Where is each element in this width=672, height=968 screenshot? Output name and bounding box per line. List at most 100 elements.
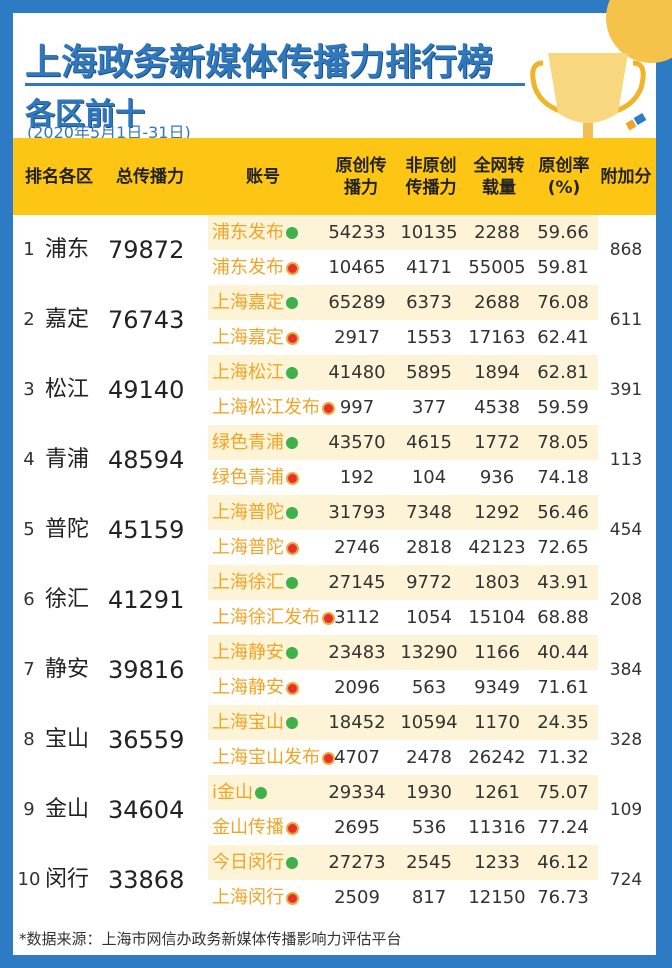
rate-value: 46.12: [537, 852, 589, 873]
reposts-value: 4538: [474, 397, 520, 418]
rate-value: 68.88: [537, 607, 589, 628]
reposts-value: 15104: [468, 607, 526, 628]
wechat-icon: [255, 787, 268, 799]
account-name-cell: 上海静安: [212, 635, 298, 670]
non-original-value: 10135: [400, 222, 458, 243]
table-header: 排名各区 总传播力 账号 原创传播力 非原创传播力 全网转载量 原创率(%) 附…: [13, 138, 656, 215]
account-name: 上海徐汇发布: [212, 607, 320, 628]
district-row: 8 宝山 36559 328 上海宝山 18452 10594 1170 24.…: [13, 705, 656, 775]
non-original-value: 6373: [406, 292, 452, 313]
non-original-value: 817: [411, 887, 447, 908]
account-name-cell: 上海闵行: [212, 880, 299, 915]
weibo-account-row: 上海普陀 2746 2818 42123 72.65: [208, 530, 598, 565]
non-original-value: 9772: [406, 572, 452, 593]
original-value: 29334: [328, 782, 386, 803]
rank: 1: [23, 239, 35, 260]
header-reposts: 全网转载量: [473, 155, 525, 198]
header-rate: 原创率(%): [538, 155, 590, 198]
original-value: 65289: [328, 292, 386, 313]
district: 徐汇: [45, 587, 90, 612]
non-original-value: 104: [411, 467, 447, 488]
district-row: 9 金山 34604 109 i金山 29334 1930 1261 75.07…: [13, 775, 656, 845]
account-name: 今日闵行: [212, 852, 284, 873]
wechat-account-row: 上海松江 41480 5895 1894 62.81: [208, 355, 598, 390]
bonus-score: 868: [609, 240, 643, 260]
district: 静安: [45, 657, 90, 682]
rank: 9: [23, 799, 35, 820]
rate-value: 76.73: [537, 887, 589, 908]
account-name: 浦东发布: [212, 222, 284, 243]
total-score: 45159: [108, 516, 185, 544]
non-original-value: 4615: [406, 432, 452, 453]
bonus-score: 724: [609, 870, 643, 890]
district: 闵行: [45, 867, 90, 892]
original-value: 27273: [328, 852, 386, 873]
title-underline: [25, 83, 525, 86]
rate-value: 78.05: [537, 432, 589, 453]
non-original-value: 563: [411, 677, 447, 698]
non-original-value: 2545: [406, 852, 452, 873]
account-name: 上海松江: [212, 362, 284, 383]
rate-value: 24.35: [537, 712, 589, 733]
rate-value: 59.66: [537, 222, 589, 243]
original-value: 41480: [328, 362, 386, 383]
account-name-cell: 上海宝山: [212, 705, 298, 740]
total-score: 41291: [108, 586, 185, 614]
wechat-icon: [286, 857, 298, 869]
wechat-icon: [286, 717, 298, 729]
rate-value: 77.24: [537, 817, 589, 838]
bonus-score: 328: [609, 730, 643, 750]
non-original-value: 1054: [406, 607, 452, 628]
reposts-value: 2688: [474, 292, 520, 313]
weibo-icon: [286, 471, 299, 485]
rate-value: 71.32: [537, 747, 589, 768]
wechat-icon: [286, 367, 298, 379]
non-original-value: 4171: [406, 257, 452, 278]
rate-value: 59.81: [537, 257, 589, 278]
weibo-icon: [286, 821, 299, 835]
wechat-icon: [286, 577, 298, 589]
wechat-account-row: 上海徐汇 27145 9772 1803 43.91: [208, 565, 598, 600]
original-value: 31793: [328, 502, 386, 523]
bonus-score: 611: [609, 310, 643, 330]
account-name: 上海静安: [212, 677, 284, 698]
ranking-table-body: 1 浦东 79872 868 浦东发布 54233 10135 2288 59.…: [13, 215, 656, 915]
original-value: 54233: [328, 222, 386, 243]
header-non-original: 非原创传播力: [405, 155, 457, 198]
rank: 5: [23, 519, 35, 540]
account-name: 上海宝山: [212, 712, 284, 733]
reposts-value: 1261: [474, 782, 520, 803]
account-name: 浦东发布: [212, 257, 284, 278]
header-bonus: 附加分: [600, 166, 652, 187]
account-name: 上海宝山发布: [212, 747, 320, 768]
weibo-account-row: 绿色青浦 192 104 936 74.18: [208, 460, 598, 495]
bonus-score: 113: [609, 450, 643, 470]
wechat-account-row: 上海静安 23483 13290 1166 40.44: [208, 635, 598, 670]
original-value: 4707: [334, 747, 380, 768]
reposts-value: 17163: [468, 327, 526, 348]
original-value: 192: [339, 467, 375, 488]
wechat-account-row: 浦东发布 54233 10135 2288 59.66: [208, 215, 598, 250]
header-total: 总传播力: [116, 166, 184, 187]
non-original-value: 1553: [406, 327, 452, 348]
non-original-value: 5895: [406, 362, 452, 383]
weibo-icon: [322, 401, 335, 415]
account-name-cell: 上海嘉定: [212, 285, 298, 320]
reposts-value: 1292: [474, 502, 520, 523]
wechat-icon: [286, 647, 298, 659]
bonus-score: 454: [609, 520, 643, 540]
district: 松江: [45, 377, 90, 402]
non-original-value: 10594: [400, 712, 458, 733]
bonus-score: 208: [609, 590, 643, 610]
original-value: 2509: [334, 887, 380, 908]
rate-value: 56.46: [537, 502, 589, 523]
weibo-icon: [286, 541, 299, 555]
wechat-account-row: 上海普陀 31793 7348 1292 56.46: [208, 495, 598, 530]
reposts-value: 42123: [468, 537, 526, 558]
reposts-value: 1166: [474, 642, 520, 663]
account-name-cell: 浦东发布: [212, 250, 299, 285]
account-name-cell: 绿色青浦: [212, 460, 299, 495]
total-score: 39816: [108, 656, 185, 684]
rank: 6: [23, 589, 35, 610]
non-original-value: 13290: [400, 642, 458, 663]
